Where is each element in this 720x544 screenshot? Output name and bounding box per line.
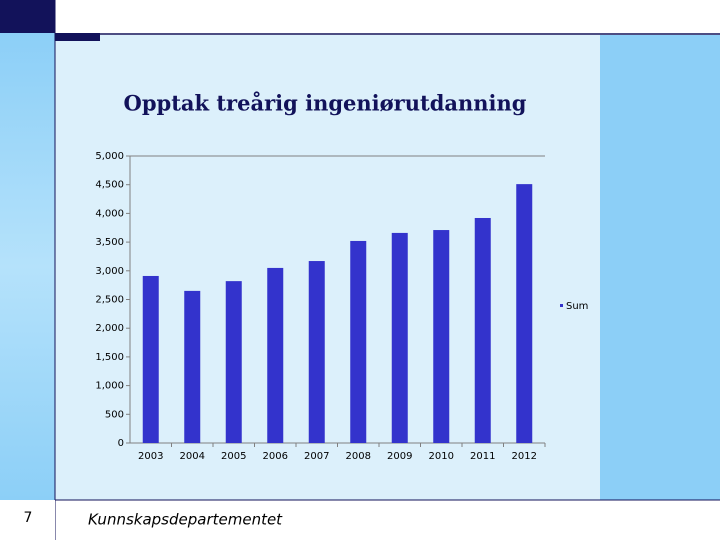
y-tick-label: 3,000 xyxy=(95,266,124,277)
y-tick-label: 500 xyxy=(105,409,124,420)
page-number: 7 xyxy=(24,510,33,526)
top-accent xyxy=(55,33,100,41)
y-tick-label: 2,500 xyxy=(95,295,124,306)
bar xyxy=(391,232,408,443)
footer-text: Kunnskapsdepartementet xyxy=(88,511,283,529)
bar xyxy=(474,217,491,443)
bar xyxy=(267,267,284,443)
bar xyxy=(308,261,325,443)
bar xyxy=(184,290,201,443)
right-strip xyxy=(600,35,720,500)
legend-label: Sum xyxy=(566,301,588,312)
legend-swatch xyxy=(560,304,563,307)
y-tick-label: 1,500 xyxy=(95,352,124,363)
corner-block xyxy=(0,0,55,33)
y-tick-label: 3,500 xyxy=(95,237,124,248)
bar xyxy=(433,230,450,443)
x-tick-label: 2004 xyxy=(180,451,205,462)
y-tick-label: 4,500 xyxy=(95,180,124,191)
bar xyxy=(350,240,367,443)
x-tick-label: 2012 xyxy=(512,451,537,462)
x-tick-label: 2011 xyxy=(470,451,495,462)
y-tick-label: 5,000 xyxy=(95,151,124,162)
y-tick-label: 2,000 xyxy=(95,323,124,334)
x-tick-label: 2003 xyxy=(138,451,163,462)
x-tick-label: 2010 xyxy=(429,451,454,462)
bar xyxy=(225,281,242,443)
x-tick-label: 2005 xyxy=(221,451,246,462)
y-tick-label: 0 xyxy=(118,438,124,449)
x-tick-label: 2008 xyxy=(346,451,371,462)
left-strip xyxy=(0,33,55,500)
y-tick-label: 1,000 xyxy=(95,381,124,392)
page-number-box xyxy=(0,500,55,540)
x-tick-label: 2007 xyxy=(304,451,329,462)
x-tick-label: 2006 xyxy=(263,451,288,462)
chart-title: Opptak treårig ingeniørutdanning xyxy=(124,91,527,116)
y-tick-label: 4,000 xyxy=(95,208,124,219)
bar xyxy=(142,275,159,443)
bar xyxy=(516,184,533,443)
x-tick-label: 2009 xyxy=(387,451,412,462)
